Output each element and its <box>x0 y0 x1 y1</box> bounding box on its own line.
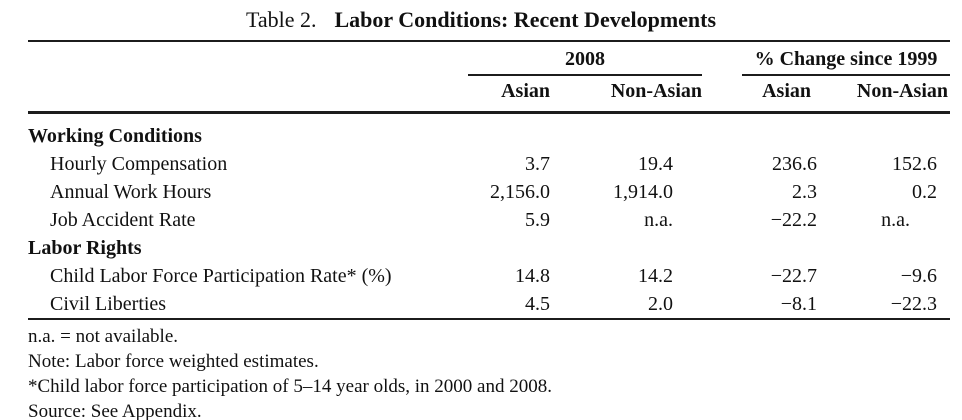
footnote-source: Source: See Appendix. <box>28 401 202 420</box>
table-number: Table 2. <box>245 7 317 32</box>
value-cell: 14.8 <box>515 264 550 287</box>
empty-corner-cell <box>28 41 468 76</box>
value-cell: n.a. <box>881 208 911 231</box>
value-cell: −9.6 <box>900 264 938 287</box>
value-cell: 0.2 <box>912 180 938 203</box>
table-row: Child Labor Force Participation Rate* (%… <box>28 262 950 290</box>
value-cell: 2.3 <box>792 180 817 203</box>
labor-conditions-table: 2008 % Change since 1999 Asian Non-Asian… <box>28 40 951 320</box>
col-header-nonasian-change: Non-Asian <box>827 76 951 114</box>
value-cell: 4.5 <box>468 289 556 320</box>
col-header-asian-change: Asian <box>702 76 827 114</box>
row-label: Job Accident Rate <box>50 208 196 231</box>
value-cell: −22.3 <box>827 289 951 320</box>
value-cell: 152.6 <box>892 152 938 175</box>
footnote-child-labor: *Child labor force participation of 5–14… <box>28 376 552 397</box>
section-row: Labor Rights <box>28 234 950 262</box>
value-cell: 3.7 <box>525 152 550 175</box>
value-cell: n.a. <box>644 208 673 231</box>
section-label: Working Conditions <box>28 124 202 147</box>
row-label: Child Labor Force Participation Rate* (%… <box>50 264 392 287</box>
value-cell: 2.0 <box>556 289 702 320</box>
section-row: Working Conditions <box>28 112 950 150</box>
column-subheader-row: Asian Non-Asian Asian Non-Asian <box>28 76 951 114</box>
table-footnotes: n.a. = not available. Note: Labor force … <box>28 324 552 420</box>
table-title: Table 2. Labor Conditions: Recent Develop… <box>0 5 962 35</box>
col-header-asian-2008: Asian <box>468 76 556 114</box>
column-group-pct-change: % Change since 1999 <box>702 41 951 76</box>
value-cell: 14.2 <box>638 264 673 287</box>
column-group-2008: 2008 <box>468 41 702 76</box>
section-label: Labor Rights <box>28 236 142 259</box>
row-label: Hourly Compensation <box>50 152 228 175</box>
value-cell: 236.6 <box>772 152 817 175</box>
table-row: Civil Liberties 4.5 2.0 −8.1 −22.3 <box>28 289 951 320</box>
column-group-2008-label: 2008 <box>468 47 702 76</box>
table-title-text: Labor Conditions: Recent Developments <box>334 7 717 32</box>
value-cell: −8.1 <box>702 289 827 320</box>
table-row: Job Accident Rate 5.9 n.a. −22.2 n.a. <box>28 206 950 234</box>
footnote-na: n.a. = not available. <box>28 326 178 347</box>
value-cell: −22.7 <box>770 264 817 287</box>
table-row: Annual Work Hours 2,156.0 1,914.0 2.3 0.… <box>28 178 950 206</box>
value-cell: 5.9 <box>525 208 550 231</box>
col-header-nonasian-2008: Non-Asian <box>556 76 702 114</box>
table-row: Hourly Compensation 3.7 19.4 236.6 152.6 <box>28 150 950 178</box>
row-label: Civil Liberties <box>28 289 468 320</box>
value-cell: 2,156.0 <box>490 180 550 203</box>
column-group-pct-change-label: % Change since 1999 <box>742 47 951 76</box>
empty-corner-cell <box>28 76 468 114</box>
value-cell: −22.2 <box>770 208 817 231</box>
value-cell: 19.4 <box>638 152 673 175</box>
row-label: Annual Work Hours <box>50 180 212 203</box>
footnote-weighted: Note: Labor force weighted estimates. <box>28 351 319 372</box>
value-cell: 1,914.0 <box>613 180 673 203</box>
column-group-header-row: 2008 % Change since 1999 <box>28 41 951 76</box>
